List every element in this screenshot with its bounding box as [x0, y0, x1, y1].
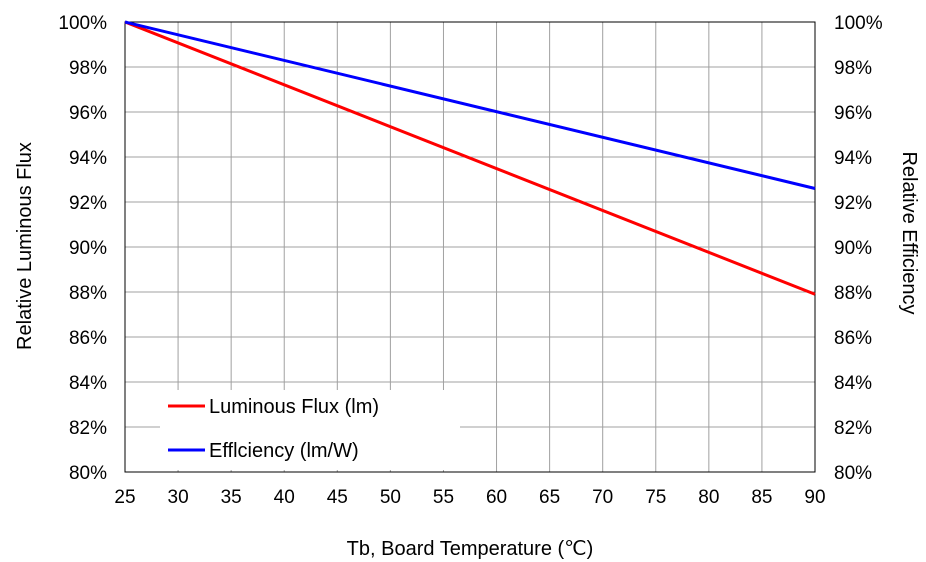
y-tick-label-left: 82% — [69, 418, 107, 439]
y-axis-title-right: Relative Efficiency — [898, 151, 920, 314]
x-tick-label: 65 — [539, 487, 560, 508]
y-tick-label-right: 98% — [834, 58, 872, 79]
y-tick-label-left: 90% — [69, 238, 107, 259]
legend-box — [160, 390, 460, 470]
y-tick-label-left: 84% — [69, 373, 107, 394]
x-tick-label: 70 — [592, 487, 613, 508]
x-axis-title: Tb, Board Temperature (℃) — [347, 538, 594, 560]
y-tick-label-right: 94% — [834, 148, 872, 169]
y-tick-label-right: 84% — [834, 373, 872, 394]
y-axis-title-left: Relative Luminous Flux — [14, 142, 36, 350]
x-tick-label: 75 — [645, 487, 666, 508]
y-tick-labels-right: 80% 82% 84% 86% 88% 90% 92% 94% 96% 98% 100% — [834, 13, 883, 484]
y-tick-labels-left: 80% 82% 84% 86% 88% 90% 92% 94% 96% 98% 100% — [58, 13, 107, 484]
y-tick-label-left: 100% — [58, 13, 107, 34]
y-tick-label-right: 82% — [834, 418, 872, 439]
series-line-efficiency — [124, 20, 816, 190]
series-lines — [124, 20, 816, 296]
y-tick-label-right: 96% — [834, 103, 872, 124]
x-tick-label: 35 — [221, 487, 242, 508]
y-tick-label-right: 88% — [834, 283, 872, 304]
x-tick-label: 40 — [274, 487, 295, 508]
series-line-luminous-flux — [124, 20, 816, 296]
legend: Luminous Flux (lm) Efflciency (lm/W) — [160, 390, 460, 470]
x-tick-label: 55 — [433, 487, 454, 508]
legend-label-luminous-flux: Luminous Flux (lm) — [209, 396, 379, 418]
y-tick-label-right: 80% — [834, 463, 872, 484]
y-tick-label-left: 94% — [69, 148, 107, 169]
x-tick-label: 25 — [114, 487, 135, 508]
x-tick-label: 30 — [168, 487, 189, 508]
x-tick-label: 80 — [698, 487, 719, 508]
y-tick-label-left: 80% — [69, 463, 107, 484]
y-tick-label-left: 86% — [69, 328, 107, 349]
y-tick-label-right: 100% — [834, 13, 883, 34]
x-tick-label: 45 — [327, 487, 348, 508]
y-tick-label-right: 90% — [834, 238, 872, 259]
y-tick-label-left: 96% — [69, 103, 107, 124]
legend-label-efficiency: Efflciency (lm/W) — [209, 440, 359, 462]
x-tick-labels: 25 30 35 40 45 50 55 60 65 70 75 80 85 90 — [114, 487, 825, 508]
y-tick-label-right: 92% — [834, 193, 872, 214]
x-tick-label: 60 — [486, 487, 507, 508]
y-tick-label-left: 92% — [69, 193, 107, 214]
x-tick-label: 85 — [751, 487, 772, 508]
plot-frame — [124, 21, 816, 473]
x-tick-label: 50 — [380, 487, 401, 508]
y-tick-label-left: 98% — [69, 58, 107, 79]
y-tick-label-left: 88% — [69, 283, 107, 304]
x-tick-label: 90 — [804, 487, 825, 508]
y-tick-label-right: 86% — [834, 328, 872, 349]
